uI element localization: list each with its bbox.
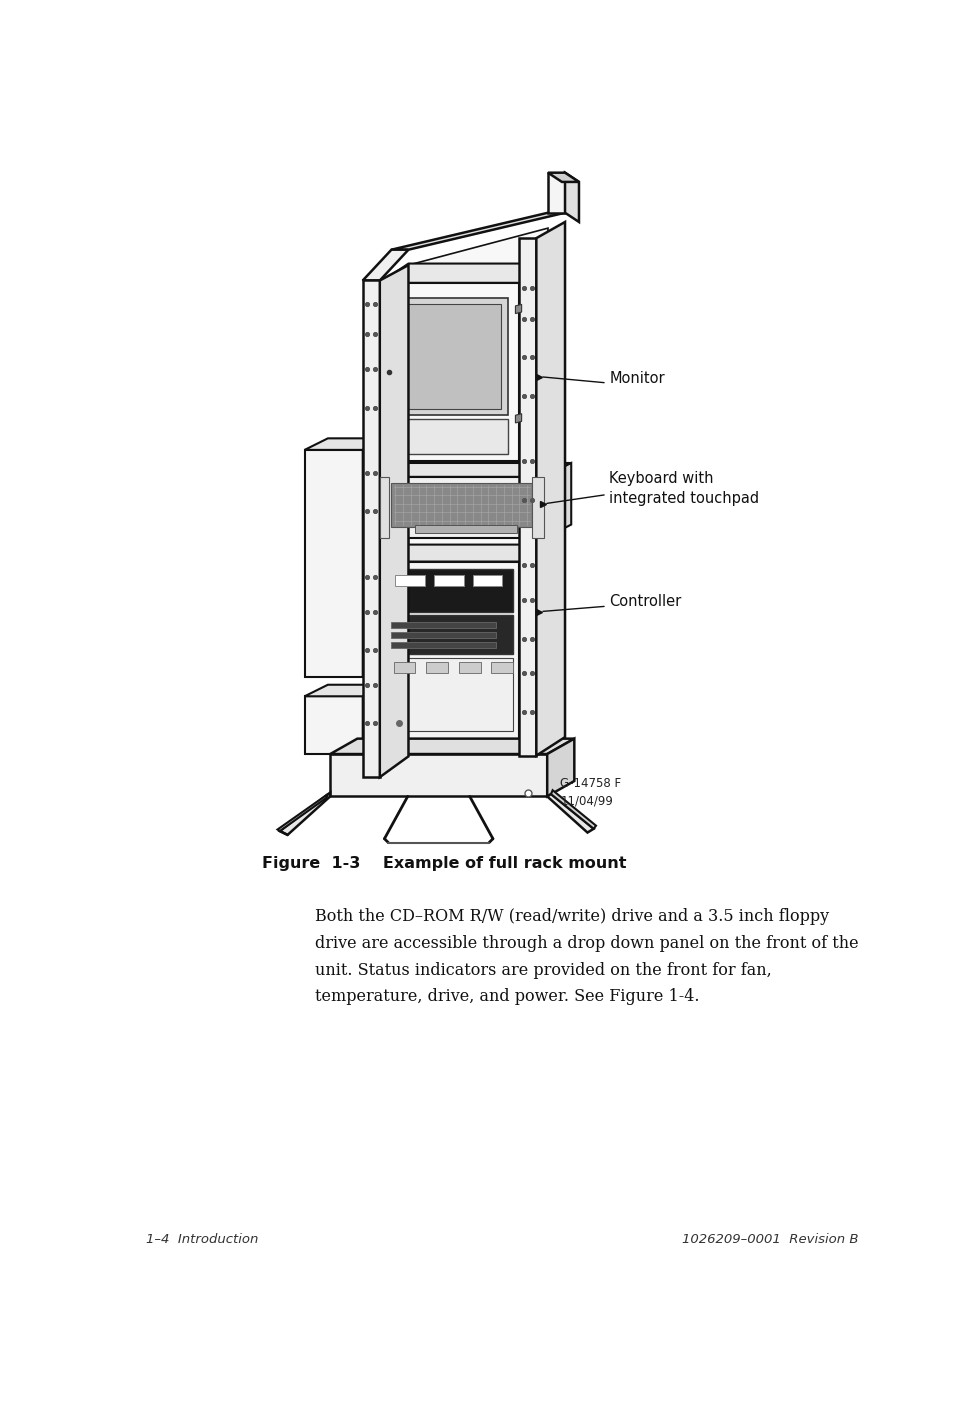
Polygon shape <box>472 575 502 587</box>
Polygon shape <box>536 222 565 756</box>
Polygon shape <box>363 249 409 280</box>
Polygon shape <box>363 439 378 677</box>
Text: Keyboard with
integrated touchpad: Keyboard with integrated touchpad <box>610 471 760 505</box>
Polygon shape <box>415 525 517 533</box>
Polygon shape <box>380 477 389 539</box>
Polygon shape <box>391 632 496 637</box>
Polygon shape <box>380 265 409 777</box>
Text: G-14758 F
11/04/99: G-14758 F 11/04/99 <box>561 777 621 808</box>
Polygon shape <box>395 575 424 587</box>
Polygon shape <box>548 173 565 212</box>
Polygon shape <box>391 642 496 647</box>
Polygon shape <box>532 477 544 539</box>
Text: 1026209–0001  Revision B: 1026209–0001 Revision B <box>682 1233 858 1245</box>
Polygon shape <box>386 615 514 654</box>
Polygon shape <box>305 439 378 450</box>
Polygon shape <box>305 685 378 696</box>
Polygon shape <box>565 173 579 222</box>
Polygon shape <box>426 663 448 673</box>
Polygon shape <box>548 173 579 182</box>
Text: 1–4  Introduction: 1–4 Introduction <box>146 1233 258 1245</box>
Polygon shape <box>547 739 574 796</box>
Polygon shape <box>551 791 596 829</box>
Polygon shape <box>519 545 548 739</box>
Polygon shape <box>380 263 548 283</box>
Polygon shape <box>391 483 532 526</box>
Polygon shape <box>280 792 330 834</box>
Polygon shape <box>391 622 496 628</box>
Polygon shape <box>409 228 548 757</box>
Text: Figure  1-3    Example of full rack mount: Figure 1-3 Example of full rack mount <box>262 857 626 871</box>
Polygon shape <box>395 419 508 453</box>
Polygon shape <box>515 414 521 424</box>
Polygon shape <box>330 739 574 754</box>
Polygon shape <box>402 304 502 409</box>
Polygon shape <box>547 794 594 833</box>
Polygon shape <box>305 450 363 677</box>
Polygon shape <box>544 463 571 539</box>
Polygon shape <box>380 283 519 461</box>
Polygon shape <box>380 477 544 539</box>
Polygon shape <box>380 561 519 739</box>
Polygon shape <box>380 463 571 477</box>
Polygon shape <box>519 238 536 756</box>
Polygon shape <box>330 754 547 796</box>
Polygon shape <box>459 663 480 673</box>
Polygon shape <box>386 658 514 732</box>
Polygon shape <box>515 304 521 314</box>
Polygon shape <box>380 545 548 561</box>
Polygon shape <box>277 794 328 832</box>
Polygon shape <box>491 663 514 673</box>
Polygon shape <box>391 212 565 249</box>
Text: Controller: Controller <box>610 594 681 609</box>
Polygon shape <box>386 570 514 612</box>
Polygon shape <box>305 696 363 754</box>
Polygon shape <box>434 575 464 587</box>
Text: Both the CD–ROM R/W (read/write) drive and a 3.5 inch floppy
drive are accessibl: Both the CD–ROM R/W (read/write) drive a… <box>315 908 858 1005</box>
Polygon shape <box>363 280 380 777</box>
Text: Monitor: Monitor <box>610 371 664 386</box>
Polygon shape <box>363 685 378 754</box>
Polygon shape <box>395 298 508 415</box>
Polygon shape <box>394 663 416 673</box>
